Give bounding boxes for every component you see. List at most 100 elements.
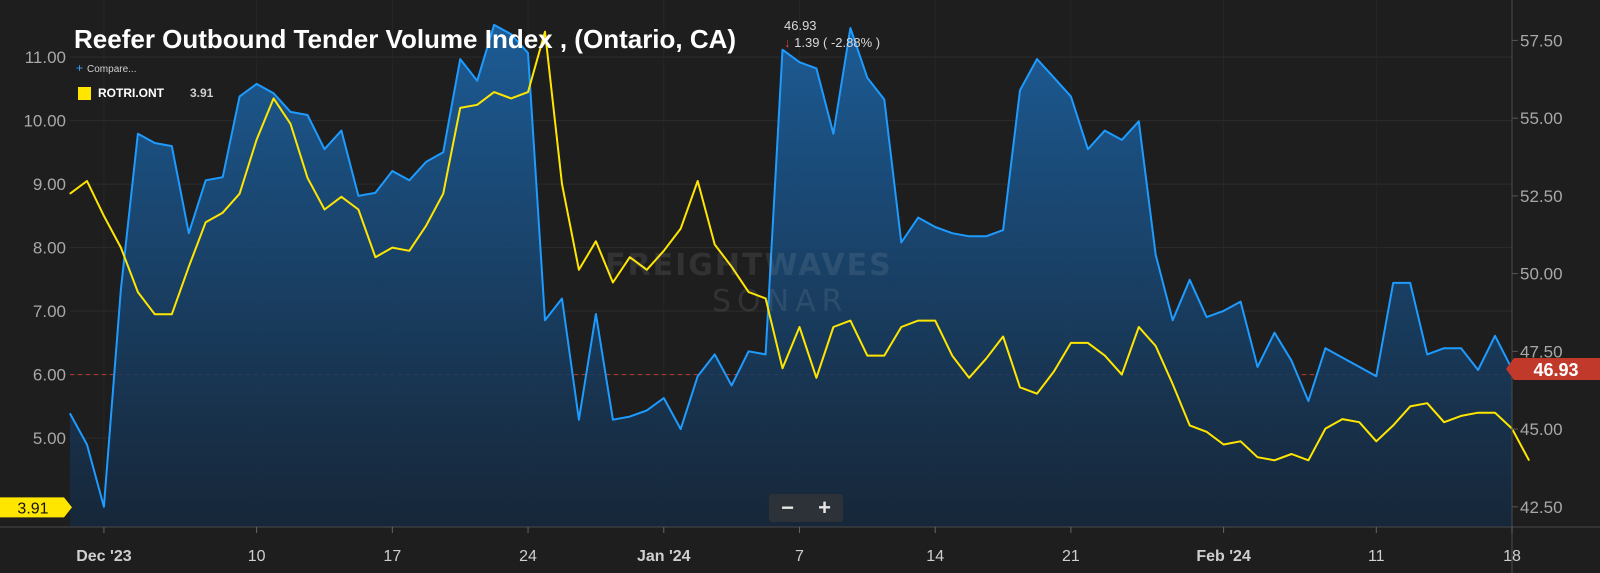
x-axis-tick-label: Dec '23 [76, 548, 132, 565]
zoom-in-button[interactable]: + [818, 495, 831, 520]
data-point-tender-volume [1256, 366, 1259, 368]
data-point-tender-volume [1477, 369, 1479, 371]
data-point-tender-volume [1392, 282, 1394, 284]
data-point-rotri [323, 208, 326, 211]
x-axis-tick-label: 21 [1062, 548, 1080, 565]
data-point-rotri [1223, 443, 1225, 446]
left-axis-tick-label: 10.00 [23, 112, 66, 131]
data-point-tender-volume [510, 33, 512, 35]
x-axis-tick-label: 7 [795, 548, 804, 565]
data-point-rotri [663, 250, 665, 252]
data-point-rotri [985, 358, 987, 360]
data-point-tender-volume [1155, 254, 1157, 256]
data-point-rotri [1392, 424, 1394, 427]
change-text: 1.39 ( -2.88% ) [794, 35, 881, 50]
data-point-rotri [374, 256, 376, 258]
data-point-rotri [1477, 412, 1479, 414]
data-point-tender-volume [272, 92, 275, 94]
data-point-tender-volume [917, 217, 919, 219]
zoom-out-button[interactable]: − [781, 495, 794, 520]
right-axis-tick-label: 50.00 [1520, 265, 1563, 284]
data-point-rotri [578, 269, 580, 271]
data-point-tender-volume [798, 61, 801, 63]
data-point-rotri [527, 91, 529, 93]
data-point-rotri [680, 227, 682, 230]
legend-swatch [78, 86, 91, 100]
data-point-tender-volume [1494, 335, 1496, 337]
data-point-rotri [1002, 335, 1004, 338]
legend-label: ROTRI.ONT [98, 86, 164, 100]
data-point-rotri [289, 123, 292, 125]
data-point-rotri [883, 354, 885, 357]
data-point-rotri [951, 354, 953, 357]
data-point-tender-volume [1053, 77, 1055, 79]
data-point-rotri [510, 97, 512, 100]
data-point-rotri [1036, 393, 1038, 395]
data-point-rotri [1324, 427, 1326, 430]
data-point-rotri [425, 224, 427, 227]
data-point-tender-volume [154, 142, 156, 144]
data-point-rotri [697, 180, 699, 182]
data-point-tender-volume [391, 170, 393, 172]
data-point-rotri [1206, 431, 1208, 433]
data-point-tender-volume [663, 397, 665, 399]
data-point-rotri [1375, 440, 1377, 442]
data-point-rotri [1155, 345, 1157, 347]
data-point-tender-volume [1460, 347, 1462, 349]
data-point-tender-volume [86, 444, 88, 446]
data-point-rotri [1087, 342, 1089, 344]
data-point-rotri [1290, 453, 1293, 455]
data-point-tender-volume [832, 133, 835, 135]
data-point-tender-volume [374, 192, 376, 194]
data-point-tender-volume [595, 313, 597, 315]
data-point-tender-volume [137, 133, 139, 135]
data-point-tender-volume [1426, 353, 1428, 356]
compare-button[interactable]: + Compare... [76, 61, 136, 75]
data-point-tender-volume [289, 111, 292, 113]
data-point-rotri [1189, 424, 1191, 427]
data-point-tender-volume [544, 319, 546, 321]
area-layer [70, 24, 1512, 528]
data-point-tender-volume [1002, 229, 1004, 231]
data-point-tender-volume [1189, 279, 1191, 281]
down-arrow-icon: ↓ [784, 35, 791, 50]
data-point-rotri [137, 291, 139, 293]
x-axis-tick-label: 18 [1503, 548, 1521, 565]
plus-icon: + [76, 61, 84, 75]
left-axis-tick-label: 7.00 [33, 302, 66, 321]
data-point-rotri [222, 212, 224, 214]
data-point-tender-volume [815, 67, 818, 70]
data-point-tender-volume [747, 350, 750, 352]
series-line-tender-volume [69, 23, 1513, 508]
data-point-tender-volume [849, 27, 851, 29]
data-point-tender-volume [408, 179, 410, 181]
data-point-rotri [1528, 459, 1530, 461]
right-axis-tick-label: 45.00 [1520, 420, 1563, 439]
data-point-tender-volume [578, 419, 580, 421]
data-point-rotri [1053, 370, 1055, 373]
data-point-tender-volume [985, 235, 987, 237]
data-point-tender-volume [188, 232, 190, 234]
data-point-tender-volume [1070, 95, 1072, 97]
data-point-rotri [442, 193, 444, 195]
legend-value: 3.91 [190, 86, 214, 100]
data-point-tender-volume [680, 428, 682, 430]
data-point-rotri [968, 377, 970, 379]
zoom-controls: − + [769, 494, 843, 522]
left-axis-tick-label: 8.00 [33, 239, 66, 258]
data-point-rotri [917, 320, 919, 322]
data-point-rotri [798, 326, 801, 328]
data-point-rotri [188, 266, 190, 268]
legend-item[interactable]: ROTRI.ONT 3.91 [78, 86, 213, 100]
change-readout: ↓ 1.39 ( -2.88% ) [784, 35, 880, 50]
left-axis-tick-label: 6.00 [33, 366, 66, 385]
data-point-rotri [1104, 354, 1106, 357]
data-point-rotri [1341, 418, 1343, 420]
x-axis-tick-label: 10 [248, 548, 266, 565]
data-point-tender-volume [1223, 310, 1225, 312]
data-point-tender-volume [629, 416, 631, 418]
data-point-rotri [391, 247, 393, 249]
data-point-tender-volume [459, 58, 461, 60]
data-point-tender-volume [951, 232, 953, 234]
